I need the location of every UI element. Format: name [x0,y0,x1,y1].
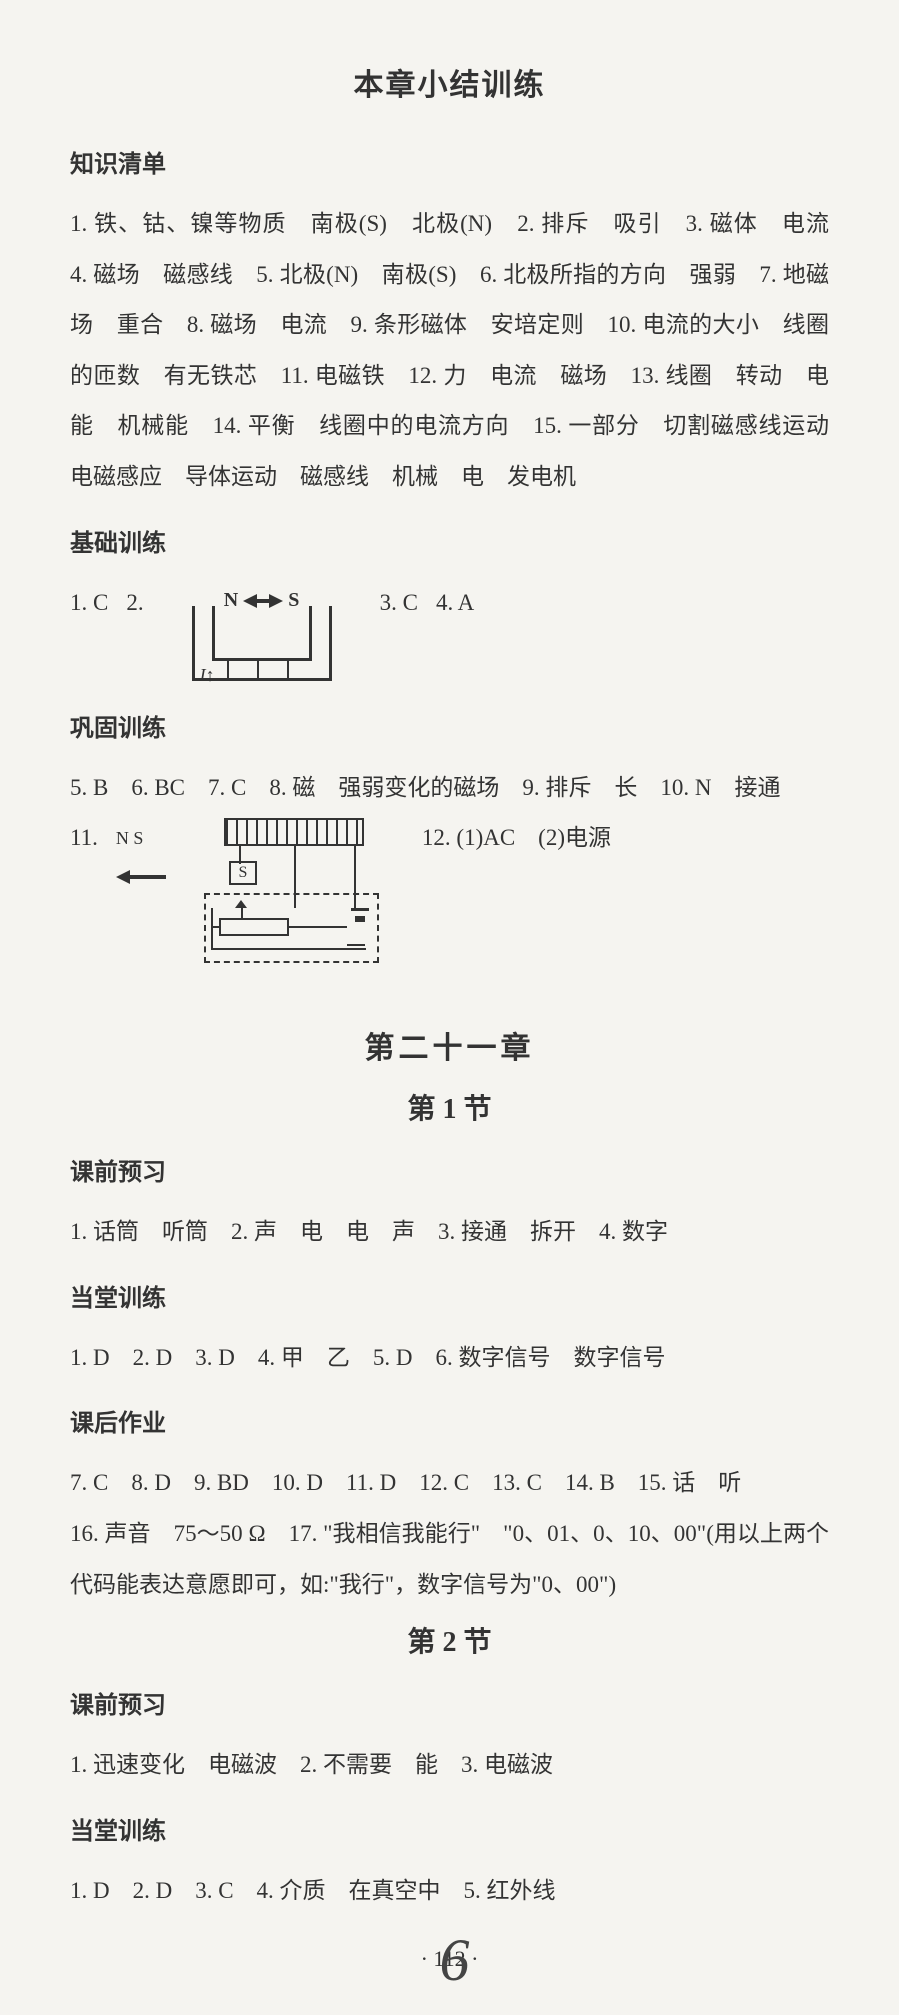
sec1-hw-line1: 7. C 8. D 9. BD 10. D 11. D 12. C 13. C … [70,1458,829,1509]
zhishi-header: 知识清单 [70,144,829,179]
wire-bottom [211,948,366,950]
u-magnet-diagram: N S I↑ [182,578,342,688]
jichu-q2: 2. [126,578,143,629]
sec1-class-text: 1. D 2. D 3. D 4. 甲 乙 5. D 6. 数字信号 数字信号 [70,1333,829,1384]
sec1-pre-text: 1. 话筒 听筒 2. 声 电 电 声 3. 接通 拆开 4. 数字 [70,1207,829,1258]
gonggu-row2: 11. N S S 12. (1)AC (2)电源 [70,813,829,973]
wire-v3 [211,908,213,948]
jichu-q3: 3. C [380,578,418,629]
sec2-pre-header: 课前预习 [70,1685,829,1720]
zhishi-text: 1. 铁、钴、镍等物质 南极(S) 北极(N) 2. 排斥 吸引 3. 磁体 电… [70,199,829,503]
coil [224,818,364,846]
q11-label: 11. [70,813,98,864]
wire-v2 [354,846,356,908]
chapter-title: 第二十一章 [70,1023,829,1067]
electromagnet-circuit-diagram: S [199,813,389,973]
wire-h1 [289,926,347,928]
wires [212,661,312,681]
sec2-title: 第 2 节 [70,1620,829,1660]
q12: 12. (1)AC (2)电源 [422,813,611,864]
jichu-header: 基础训练 [70,523,829,558]
wire-v1 [294,846,296,908]
sec1-pre-header: 课前预习 [70,1152,829,1187]
sec1-hw-header: 课后作业 [70,1403,829,1438]
sec1-title: 第 1 节 [70,1087,829,1127]
sec2-class-text: 1. D 2. D 3. C 4. 介质 在真空中 5. 红外线 [70,1866,829,1917]
jichu-q1: 1. C [70,578,108,629]
jichu-row: 1. C 2. N S I↑ 3. C 4. A [70,578,829,688]
page-title: 本章小结训练 [70,60,829,104]
ns-arrow-label: N S [116,819,166,898]
rheostat [219,918,289,936]
battery-icon [351,908,369,944]
gonggu-line1: 5. B 6. BC 7. C 8. 磁 强弱变化的磁场 9. 排斥 长 10.… [70,763,829,814]
wire-h2 [347,944,365,946]
left-arrow-icon [116,870,166,884]
s-pole-box: S [229,861,257,885]
u-inner [212,606,312,661]
gonggu-header: 巩固训练 [70,708,829,743]
handwritten-mark: 6 [440,1926,470,1995]
sec2-pre-text: 1. 迅速变化 电磁波 2. 不需要 能 3. 电磁波 [70,1740,829,1791]
sec1-class-header: 当堂训练 [70,1278,829,1313]
jichu-q4: 4. A [436,578,474,629]
sec2-class-header: 当堂训练 [70,1811,829,1846]
sec1-hw-line2: 16. 声音 75～50 Ω 17. "我相信我能行" "0、01、0、10、0… [70,1509,829,1610]
current-label: I↑ [200,656,215,696]
ns-text: N S [116,828,144,848]
